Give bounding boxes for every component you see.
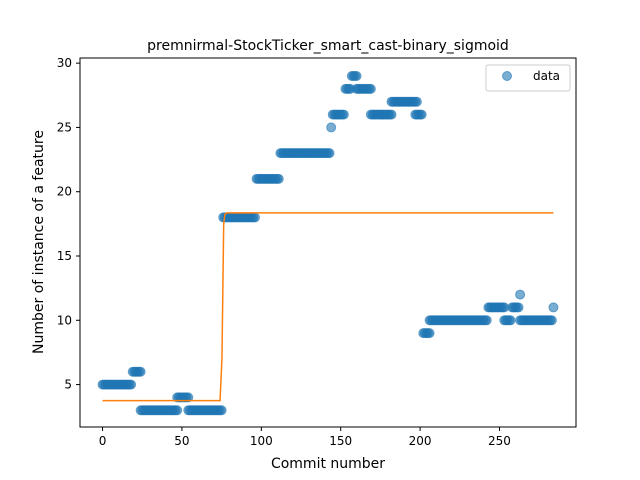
data-point xyxy=(338,109,349,120)
legend-marker xyxy=(502,71,512,81)
chart-title: premnirmal-StockTicker_smart_cast-binary… xyxy=(147,38,509,54)
data-point xyxy=(365,83,376,94)
data-point xyxy=(386,109,397,120)
data-point xyxy=(351,71,362,81)
plot-area xyxy=(97,71,559,416)
data-point xyxy=(546,315,557,326)
data-point xyxy=(172,405,183,416)
legend: data xyxy=(485,64,571,92)
data-point xyxy=(411,96,422,107)
y-tick-label: 25 xyxy=(57,120,72,134)
x-axis: 0 50 100 150 200 250 xyxy=(99,427,511,448)
data-point xyxy=(324,148,335,159)
data-point xyxy=(249,212,260,223)
data-point xyxy=(326,122,337,133)
fit-line xyxy=(102,212,554,402)
data-point xyxy=(515,289,526,300)
y-axis-label: Number of instance of a feature xyxy=(31,130,47,354)
y-tick-label: 10 xyxy=(57,313,72,327)
data-point xyxy=(505,315,516,326)
data-point xyxy=(126,379,137,390)
x-axis-label: Commit number xyxy=(271,456,385,472)
x-tick-label: 250 xyxy=(488,434,511,448)
data-point xyxy=(548,302,559,313)
x-tick-label: 150 xyxy=(329,434,352,448)
data-point xyxy=(513,302,524,313)
data-point xyxy=(416,109,427,120)
y-tick-label: 20 xyxy=(57,185,72,199)
data-point xyxy=(273,173,284,184)
data-point xyxy=(135,366,146,377)
x-tick-label: 100 xyxy=(250,434,273,448)
y-tick-label: 30 xyxy=(57,56,72,70)
y-tick-label: 5 xyxy=(64,378,72,392)
data-point xyxy=(481,315,492,326)
x-tick-label: 0 xyxy=(99,434,107,448)
x-tick-label: 50 xyxy=(174,434,189,448)
x-tick-label: 200 xyxy=(409,434,432,448)
data-point xyxy=(183,392,194,403)
data-point xyxy=(424,328,435,339)
legend-label: data xyxy=(533,69,560,83)
y-tick-label: 15 xyxy=(57,249,72,263)
data-point xyxy=(216,405,227,416)
y-axis: 5 10 15 20 25 30 xyxy=(57,56,80,392)
plot-frame xyxy=(79,57,577,428)
